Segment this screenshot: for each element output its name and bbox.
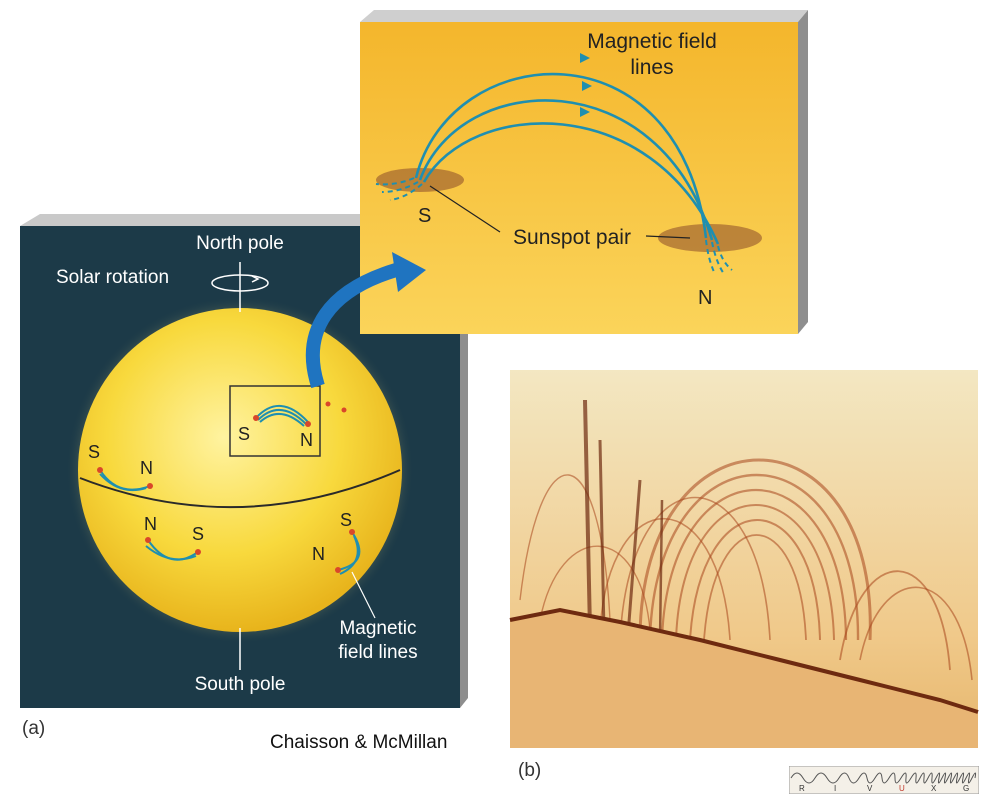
zoom-arrow	[305, 263, 399, 389]
sunspot-pointer-s	[429, 185, 501, 233]
panel-a-side-edge	[460, 214, 468, 708]
spectrum-band-labels: R I V U X G	[799, 784, 969, 793]
mid-n-label: N	[144, 514, 157, 534]
right-s-label: S	[340, 510, 352, 530]
south-pole-label: South pole	[195, 674, 286, 695]
left-field-lines	[99, 469, 151, 492]
equator-line	[79, 469, 401, 509]
band-label-highlight: U	[899, 784, 905, 793]
band-label: V	[867, 784, 873, 793]
rotation-icon	[211, 274, 269, 292]
north-pole-label: North pole	[196, 233, 284, 254]
inset-n-label: N	[698, 287, 712, 309]
panel-b-label: (b)	[518, 760, 542, 781]
spectrum-scale: R I V U X G	[789, 766, 979, 794]
zoom-arrowhead-icon	[392, 252, 426, 292]
inset-magnetic-label: Magnetic field	[587, 30, 717, 53]
limb-edge	[509, 607, 979, 714]
inset-lines-label: lines	[630, 56, 673, 79]
magnetic-label: Magnetic	[339, 618, 416, 639]
inset-top-edge	[360, 10, 808, 22]
coronal-loops	[519, 458, 973, 681]
panel-a-top-edge	[20, 214, 468, 226]
sunspot-pointer-n	[645, 235, 691, 239]
band-label: R	[799, 784, 805, 793]
mid-s-label: S	[192, 524, 204, 544]
solar-surface	[510, 610, 978, 748]
sunspot-dots	[97, 401, 355, 573]
field-lines-label: field lines	[338, 642, 417, 663]
box-s-label: S	[238, 424, 250, 444]
sun-sphere	[78, 308, 402, 632]
credit-text: Chaisson & McMillan	[270, 732, 448, 753]
box-field-lines	[255, 404, 309, 427]
spicules	[583, 399, 664, 641]
box-n-label: N	[300, 430, 313, 450]
mid-field-lines	[145, 539, 199, 561]
inset-s-label: S	[418, 205, 431, 227]
mag-label-pointer	[351, 571, 376, 619]
sunspot-pair-label: Sunspot pair	[513, 226, 631, 249]
left-s-label: S	[88, 442, 100, 462]
zoom-box	[229, 385, 321, 457]
band-label: I	[834, 784, 836, 793]
band-label: X	[931, 784, 937, 793]
right-field-lines	[337, 531, 361, 575]
rotation-arrowhead-icon	[251, 275, 260, 283]
inset-field-lines	[414, 72, 720, 245]
inset-side-edge	[798, 10, 808, 334]
inset-dashed-lines	[375, 177, 733, 275]
left-n-label: N	[140, 458, 153, 478]
field-arrow-icons	[580, 53, 592, 117]
solar-rotation-label: Solar rotation	[56, 267, 169, 288]
inset-sunspot-n	[658, 224, 762, 252]
band-label: G	[963, 784, 969, 793]
inset-panel	[360, 10, 808, 334]
right-n-label: N	[312, 544, 325, 564]
spectrum-wave-icon	[790, 772, 977, 784]
panel-a-label: (a)	[22, 718, 46, 739]
panel-b-image	[509, 370, 979, 748]
